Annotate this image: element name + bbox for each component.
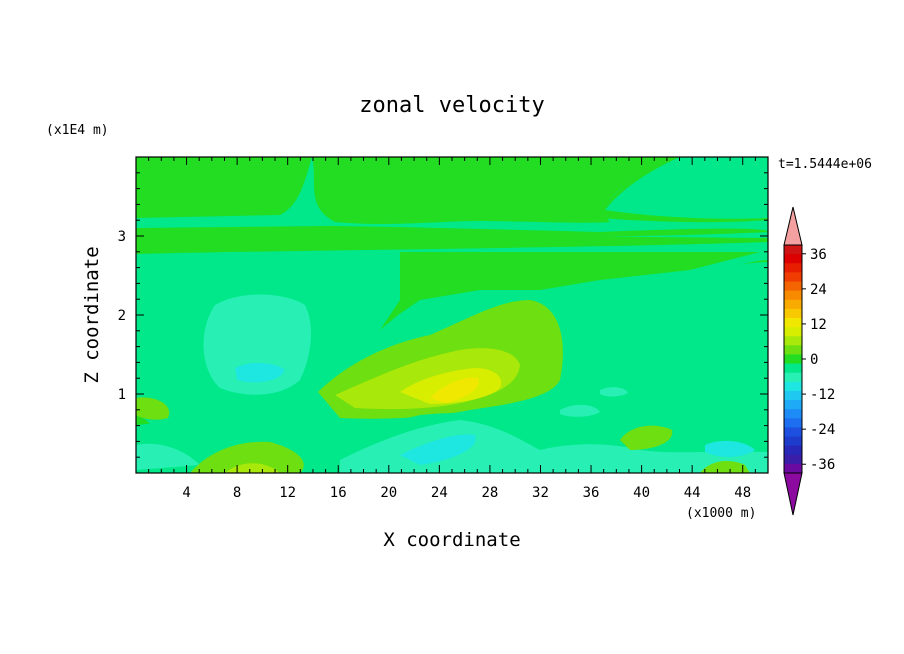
x-tick-label: 24	[431, 485, 448, 501]
x-tick-label: 4	[182, 485, 190, 501]
colorbar-segment	[784, 390, 802, 401]
contour-stripe	[136, 234, 768, 254]
contour-stripe-2	[136, 226, 768, 240]
y-unit-label: (x1E4 m)	[46, 123, 109, 138]
contour-field	[136, 157, 768, 473]
colorbar-segment	[784, 445, 802, 456]
time-label: t=1.5444e+06	[778, 157, 872, 172]
x-tick-label: 32	[532, 485, 549, 501]
colorbar-tick-label: 0	[810, 352, 818, 368]
colorbar: 36 24 12 0 -12 -24 -36	[783, 206, 835, 516]
y-axis: 1 2 3	[118, 172, 768, 458]
colorbar-segment	[784, 345, 802, 355]
colorbar-segment	[784, 418, 802, 428]
y-axis-label: Z coordinate	[81, 246, 103, 383]
colorbar-tick-label: 36	[810, 247, 827, 263]
x-axis-label: X coordinate	[383, 529, 520, 551]
contour-bottom-right-blob	[700, 461, 750, 473]
contour-right-region	[671, 262, 768, 382]
contour-right-cyan-dip	[705, 440, 755, 457]
contour-right-blob	[620, 425, 673, 450]
y-tick-label: 2	[118, 308, 126, 324]
contour-speck-1	[560, 404, 600, 417]
x-tick-label: 16	[330, 485, 347, 501]
y-tick-label: 3	[118, 229, 126, 245]
x-tick-label: 48	[734, 485, 751, 501]
x-tick-label: 8	[233, 485, 241, 501]
colorbar-segment	[784, 427, 802, 438]
x-tick-label: 20	[380, 485, 397, 501]
colorbar-segment	[784, 409, 802, 419]
colorbar-segment	[784, 372, 802, 383]
colorbar-segment	[784, 299, 802, 310]
colorbar-over-arrow	[783, 206, 803, 246]
x-tick-label: 40	[633, 485, 650, 501]
x-tick-label: 12	[279, 485, 296, 501]
contour-upper-left-lobe	[136, 157, 312, 218]
colorbar-tick-label: 24	[810, 282, 827, 298]
x-tick-label: 28	[481, 485, 498, 501]
colorbar-segment	[784, 263, 802, 273]
chart-title: zonal velocity	[359, 93, 544, 118]
x-tick-label: 36	[583, 485, 600, 501]
contour-upper-right-neutral	[605, 157, 768, 219]
colorbar-segment	[784, 454, 802, 465]
colorbar-segment	[784, 363, 802, 374]
colorbar-segment	[784, 308, 802, 319]
contour-speck-2	[600, 387, 628, 397]
colorbar-segment	[784, 327, 802, 337]
colorbar-tick-label: 12	[810, 317, 827, 333]
colorbar-tick-label: -12	[810, 387, 835, 403]
contour-bottom-cyan-core	[400, 434, 476, 465]
colorbar-segment	[784, 463, 802, 474]
colorbar-segment	[784, 336, 802, 346]
colorbar-segment	[784, 245, 802, 255]
y-tick-label: 1	[118, 387, 126, 403]
colorbar-segment	[784, 290, 802, 301]
contour-bottom-cyan	[340, 420, 768, 473]
x-tick-label: 44	[684, 485, 701, 501]
x-axis: 4 8 12 16 20 24 28 32 36 40 44 48	[148, 157, 756, 501]
colorbar-tick-label: -24	[810, 422, 835, 438]
colorbar-segment	[784, 254, 802, 264]
contour-left-neutral	[136, 360, 155, 392]
colorbar-segment	[784, 436, 802, 447]
contour-cyan-left-core	[235, 362, 285, 383]
colorbar-segment	[784, 317, 802, 328]
colorbar-segment	[784, 381, 802, 392]
colorbar-tick-label: -36	[810, 457, 835, 473]
colorbar-segment	[784, 281, 802, 292]
contour-positive-core	[430, 377, 479, 403]
contour-bottom-left-blob-core	[225, 463, 280, 473]
contour-bottom-left-cyan	[136, 443, 200, 470]
contour-bottom-left-blob	[190, 441, 304, 473]
colorbar-segment	[784, 354, 802, 365]
colorbar-segment	[784, 272, 802, 282]
contour-left-patch	[136, 397, 170, 420]
x-unit-label: (x1000 m)	[686, 506, 756, 521]
colorbar-under-arrow	[783, 472, 803, 516]
colorbar-segment	[784, 400, 802, 410]
